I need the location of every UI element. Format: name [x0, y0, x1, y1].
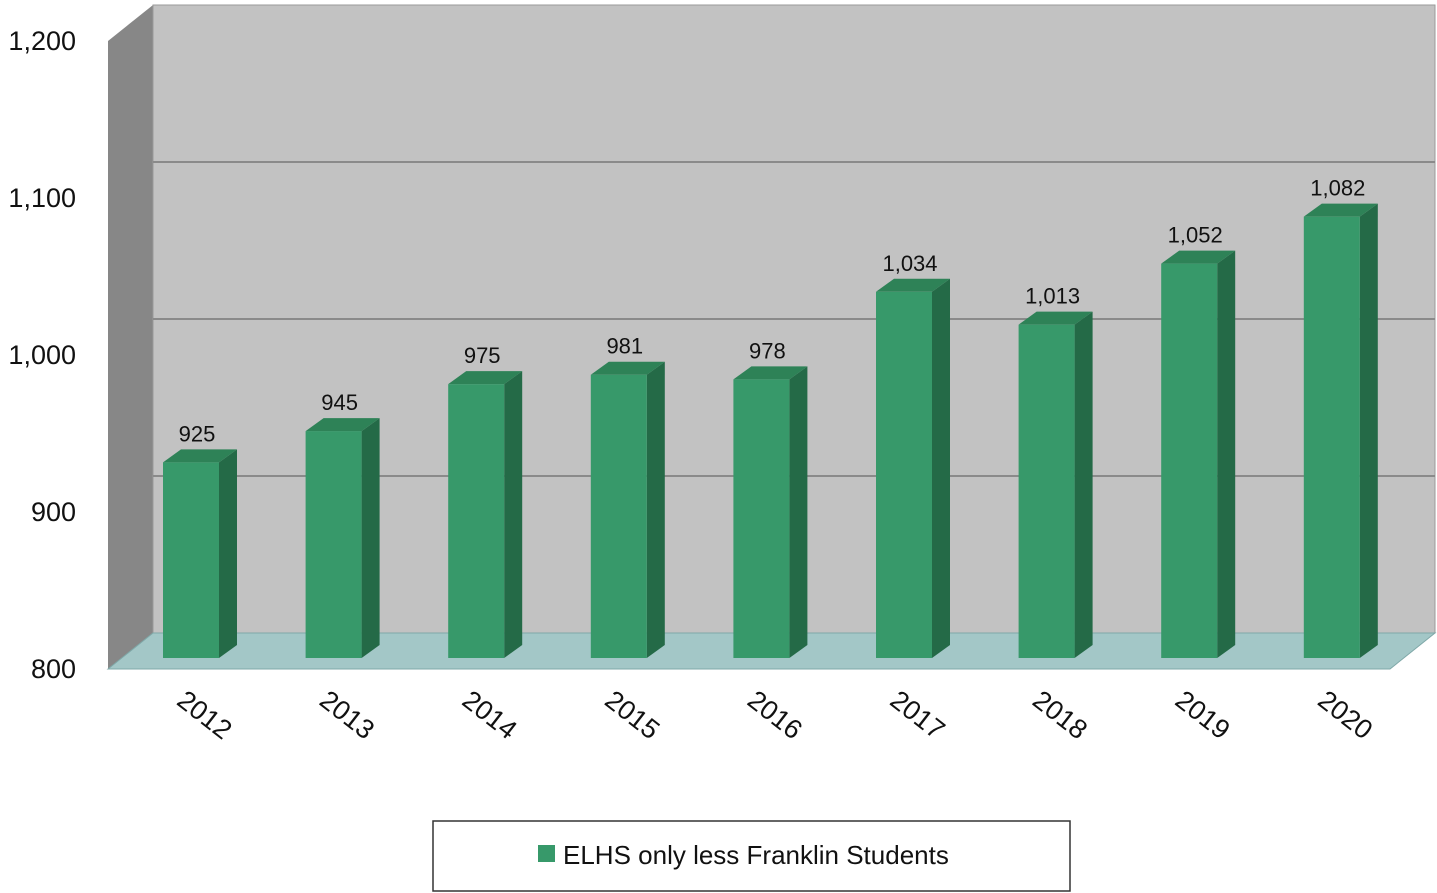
bar-side	[932, 278, 950, 658]
bar-side	[1217, 250, 1236, 658]
x-tick-label: 2016	[742, 685, 808, 746]
bar-front	[1161, 263, 1218, 658]
bar-top	[590, 361, 665, 375]
data-label: 1,013	[1025, 284, 1080, 309]
data-label: 981	[606, 334, 643, 359]
bar-front	[163, 462, 219, 658]
bar	[590, 361, 665, 658]
data-label: 945	[321, 390, 358, 415]
bar-side	[361, 418, 380, 658]
bar-top	[1018, 311, 1093, 325]
legend-label: ELHS only less Franklin Students	[563, 840, 949, 870]
x-tick-label: 2017	[885, 685, 951, 746]
x-tick-label: 2014	[457, 685, 523, 746]
side-wall	[108, 5, 153, 669]
y-tick-label: 1,000	[8, 340, 76, 370]
bar	[1161, 250, 1236, 658]
bar-top	[305, 418, 380, 432]
y-tick-label: 900	[31, 497, 76, 527]
bar-side	[1074, 311, 1093, 658]
bar-front	[448, 384, 505, 658]
legend-swatch	[538, 845, 555, 862]
bar-front	[733, 379, 790, 658]
y-axis-ticks: 800 900 1,000 1,100 1,200	[8, 26, 76, 684]
bar-side	[504, 371, 523, 658]
bar-top	[876, 278, 950, 292]
bar-front	[1303, 216, 1360, 659]
data-labels: 925 945 975 981 978 1,034 1,013 1,052 1,082	[179, 176, 1366, 447]
legend: ELHS only less Franklin Students	[432, 820, 1071, 892]
y-tick-label: 800	[31, 654, 76, 684]
x-tick-label: 2013	[314, 685, 380, 746]
data-label: 975	[464, 343, 501, 368]
bar-front	[876, 291, 932, 658]
bar	[1303, 203, 1378, 659]
bar	[305, 418, 380, 658]
x-tick-label: 2019	[1170, 685, 1236, 746]
data-label: 1,034	[882, 251, 937, 276]
x-axis-ticks: 2012 2013 2014 2015 2016 2017 2018 2019 2020	[172, 685, 1379, 746]
bar-front	[1018, 324, 1075, 658]
x-tick-label: 2012	[172, 685, 238, 746]
bar-side	[219, 449, 237, 658]
data-label: 925	[179, 421, 216, 446]
bar-side	[1359, 203, 1378, 659]
bar-top	[1303, 203, 1378, 217]
x-tick-label: 2020	[1312, 685, 1378, 746]
x-tick-label: 2018	[1027, 685, 1093, 746]
bar-top	[1161, 250, 1236, 264]
data-label: 978	[749, 338, 786, 363]
bar-side	[646, 361, 665, 658]
bar-top	[448, 371, 523, 385]
bar	[163, 449, 237, 658]
bar	[876, 278, 950, 658]
bars	[163, 203, 1378, 659]
x-tick-label: 2015	[599, 685, 665, 746]
data-label: 1,052	[1168, 223, 1223, 248]
data-label: 1,082	[1310, 176, 1365, 201]
bar-side	[789, 366, 808, 658]
bar	[448, 371, 523, 658]
bar-top	[163, 449, 237, 463]
y-tick-label: 1,200	[8, 26, 76, 56]
bar	[733, 366, 808, 658]
bar-front	[305, 431, 362, 658]
bar	[1018, 311, 1093, 658]
bar-top	[733, 366, 808, 380]
bar-front	[590, 374, 647, 658]
y-tick-label: 1,100	[8, 183, 76, 213]
